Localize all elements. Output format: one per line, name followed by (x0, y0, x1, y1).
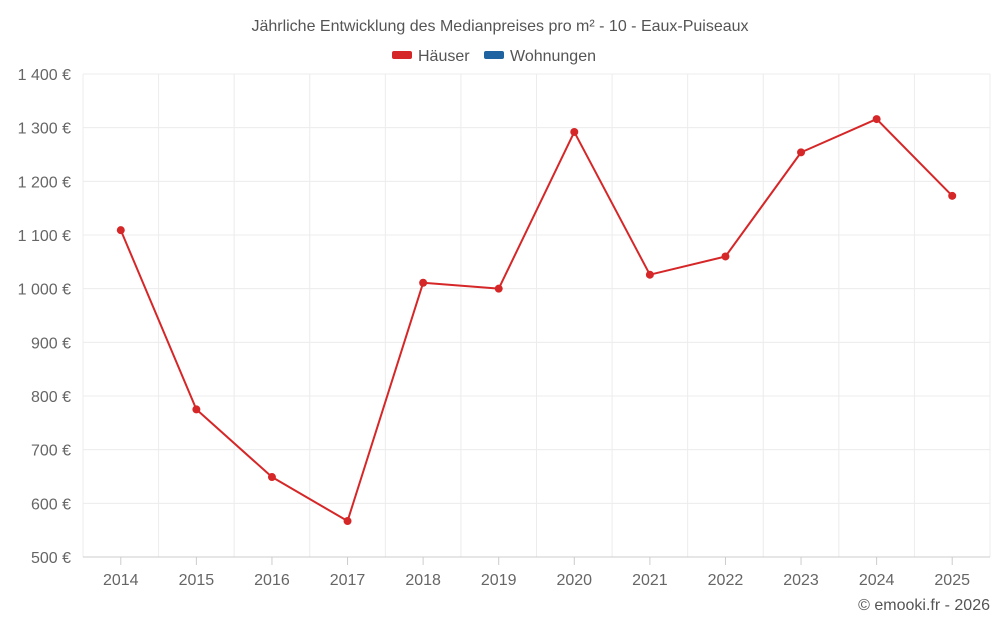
series-houses (116, 115, 957, 526)
y-tick-label: 1 000 € (18, 282, 71, 299)
y-tick-label: 600 € (31, 496, 71, 513)
y-tick-label: 1 200 € (18, 174, 71, 191)
data-point-houses[interactable] (872, 115, 881, 124)
legend-swatch-houses (392, 51, 412, 59)
y-tick-label: 1 100 € (18, 228, 71, 245)
x-tick-label: 2016 (254, 572, 290, 589)
legend-item-apartments[interactable]: Wohnungen (484, 48, 596, 65)
y-tick-label: 900 € (31, 335, 71, 352)
x-tick-label: 2024 (859, 572, 895, 589)
data-point-houses[interactable] (419, 278, 428, 287)
y-tick-label: 500 € (31, 550, 71, 567)
y-tick-label: 1 300 € (18, 121, 71, 138)
chart-title: Jährliche Entwicklung des Medianpreises … (251, 18, 748, 35)
x-gridlines (82, 74, 991, 557)
y-tick-label: 800 € (31, 389, 71, 406)
y-tick-label: 1 400 € (18, 67, 71, 84)
data-point-houses[interactable] (948, 191, 957, 200)
data-point-houses[interactable] (570, 127, 579, 136)
x-axis: 2014 2015 2016 2017 2018 2019 2020 2021 2022 2023… (83, 556, 990, 589)
y-tick-label: 700 € (31, 443, 71, 460)
data-point-houses[interactable] (645, 270, 654, 279)
x-tick-label: 2025 (934, 572, 970, 589)
x-tick-label: 2019 (481, 572, 517, 589)
data-point-houses[interactable] (721, 252, 730, 261)
legend: Häuser Wohnungen (392, 48, 596, 65)
x-tick-label: 2020 (556, 572, 592, 589)
x-tick-label: 2021 (632, 572, 668, 589)
data-point-houses[interactable] (343, 517, 352, 526)
x-tick-label: 2014 (103, 572, 139, 589)
data-point-houses[interactable] (494, 284, 503, 293)
legend-label-apartments: Wohnungen (510, 48, 596, 65)
x-tick-label: 2015 (179, 572, 215, 589)
legend-item-houses[interactable]: Häuser (392, 48, 470, 65)
data-point-houses[interactable] (192, 405, 201, 414)
series-line-houses (119, 118, 953, 523)
x-tick-label: 2023 (783, 572, 819, 589)
data-point-houses[interactable] (797, 148, 806, 157)
x-tick-label: 2017 (330, 572, 366, 589)
legend-label-houses: Häuser (418, 48, 470, 65)
x-tick-label: 2022 (708, 572, 744, 589)
x-tick-label: 2018 (405, 572, 441, 589)
legend-swatch-apartments (484, 51, 504, 59)
data-point-houses[interactable] (267, 473, 276, 482)
y-axis: 500 € 600 € 700 € 800 € 900 € 1 000 € 1 100 € 1… (18, 67, 71, 567)
data-point-houses[interactable] (116, 226, 125, 235)
credit-text: © emooki.fr - 2026 (858, 597, 990, 614)
